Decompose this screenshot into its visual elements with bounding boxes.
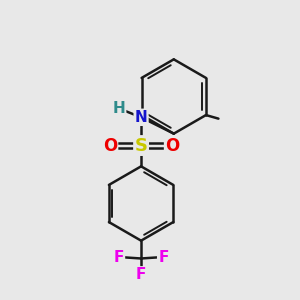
Text: O: O: [103, 136, 117, 154]
Text: N: N: [135, 110, 148, 125]
Text: S: S: [135, 136, 148, 154]
Text: H: H: [112, 101, 125, 116]
Text: F: F: [136, 267, 146, 282]
Text: O: O: [165, 136, 179, 154]
Text: F: F: [114, 250, 124, 265]
Text: F: F: [158, 250, 169, 265]
